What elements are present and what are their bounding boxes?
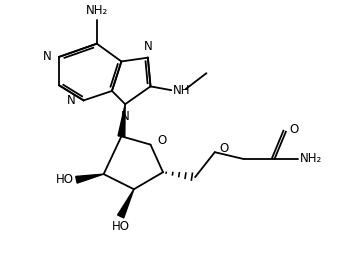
- Text: O: O: [290, 123, 299, 136]
- Text: HO: HO: [55, 173, 73, 186]
- Text: N: N: [67, 94, 76, 107]
- Text: NH: NH: [173, 84, 191, 97]
- Text: N: N: [121, 110, 130, 123]
- Polygon shape: [118, 189, 134, 218]
- Text: NH₂: NH₂: [86, 4, 108, 17]
- Polygon shape: [118, 104, 125, 137]
- Text: NH₂: NH₂: [300, 153, 322, 166]
- Text: N: N: [144, 40, 152, 53]
- Text: O: O: [219, 142, 229, 155]
- Text: HO: HO: [112, 220, 130, 233]
- Text: N: N: [43, 50, 51, 63]
- Polygon shape: [76, 174, 104, 183]
- Text: O: O: [157, 134, 167, 147]
